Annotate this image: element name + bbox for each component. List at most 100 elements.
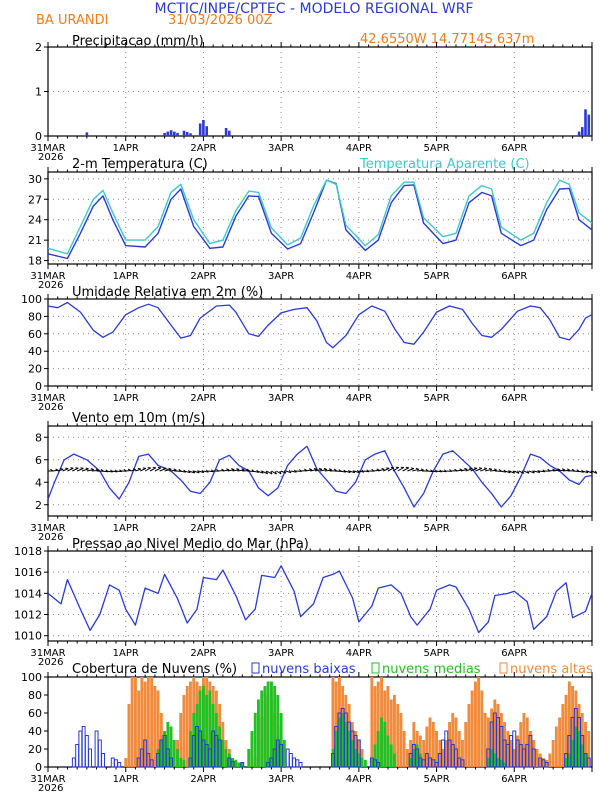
cloud-bar-nuvens-altas xyxy=(386,686,390,767)
wind-arrow xyxy=(271,470,277,475)
cloud-bar-nuvens-medias xyxy=(376,731,380,767)
cloud-bar-nuvens-altas xyxy=(580,713,584,767)
cloud-bar-nuvens-altas xyxy=(503,722,506,767)
wind-arrow xyxy=(484,468,493,472)
wind-arrow xyxy=(154,467,162,472)
wind-arrow xyxy=(65,467,69,470)
cloud-bar-nuvens-baixas xyxy=(217,739,222,768)
wind-arrow xyxy=(557,469,565,472)
cloud-bar-nuvens-baixas xyxy=(586,757,591,768)
wind-arrow xyxy=(290,470,297,473)
x-tick-label: 5APR xyxy=(423,143,449,154)
cloud-bar-nuvens-medias xyxy=(253,713,257,767)
wind-arrow xyxy=(561,468,566,471)
cloud-bar-nuvens-altas xyxy=(448,722,451,767)
cloud-bar-nuvens-altas xyxy=(134,677,137,767)
wind-arrow xyxy=(279,470,282,475)
cloud-bar-nuvens-medias xyxy=(192,713,196,767)
x-tick-label: 1APR xyxy=(113,393,139,404)
precip-bar xyxy=(577,131,581,136)
y-tick-label: 0 xyxy=(35,130,42,143)
cloud-bar-nuvens-medias xyxy=(360,758,364,767)
wind-arrow xyxy=(392,467,400,472)
wind-arrow xyxy=(274,471,277,475)
x-tick-label: 6APR xyxy=(501,648,527,659)
cloud-bar-nuvens-medias xyxy=(577,731,581,767)
cloud-bar-nuvens-altas xyxy=(567,681,571,767)
wind-arrow xyxy=(256,470,264,474)
cloud-legend: nuvens baixas nuvens medias nuvens altas xyxy=(251,662,593,677)
cloud-bar-nuvens-altas xyxy=(554,726,558,767)
cloud-bar-nuvens-altas xyxy=(571,686,574,767)
cloud-bar-nuvens-medias xyxy=(503,762,506,767)
wind-arrow xyxy=(361,469,365,473)
cloud-bar-nuvens-altas xyxy=(506,731,510,767)
wind-arrow xyxy=(293,469,297,473)
cloud-bar-nuvens-baixas xyxy=(114,759,118,768)
cloud-bar-nuvens-altas xyxy=(499,713,503,767)
cloud-bar-nuvens-medias xyxy=(176,749,179,767)
y-tick-label: 1016 xyxy=(14,566,42,579)
cloud-bar-nuvens-baixas xyxy=(81,726,86,768)
precip-bar xyxy=(224,128,228,136)
wind-arrow xyxy=(251,470,259,473)
wind-arrow xyxy=(313,467,318,470)
precip-frame xyxy=(47,46,593,137)
wind-arrow xyxy=(319,469,327,472)
wind-arrow xyxy=(528,470,535,474)
wind-arrow xyxy=(585,470,589,474)
wind-arrow xyxy=(324,469,332,472)
cloud-bar-nuvens-baixas xyxy=(460,759,465,768)
precip-bar xyxy=(185,132,189,136)
y-tick-label: 1014 xyxy=(14,587,42,600)
wind-arrow xyxy=(412,468,419,472)
x-tick-label: 6APR xyxy=(501,271,527,282)
wind-arrow xyxy=(594,470,598,474)
cloud-bar-nuvens-medias xyxy=(574,726,578,767)
x-tick-label: 4APR xyxy=(346,393,372,404)
x-tick-label: 2APR xyxy=(190,774,216,785)
cloud-bar-nuvens-altas xyxy=(140,677,144,767)
cloud-bar-nuvens-medias xyxy=(415,744,419,767)
x-tick-label: 3APR xyxy=(268,271,294,282)
x-tick-label: 6APR xyxy=(501,774,527,785)
precip-bar xyxy=(228,130,231,136)
cloud-bar-nuvens-baixas xyxy=(240,762,245,768)
x-tick-label: 5APR xyxy=(423,774,449,785)
wind-arrow xyxy=(111,470,118,473)
wind-arrow xyxy=(373,469,380,472)
clouds-title: Cobertura de Nuvens (%) xyxy=(72,662,237,677)
x-tick-label: 4APR xyxy=(346,523,372,534)
cloud-bar-nuvens-altas xyxy=(584,722,587,767)
wind-arrow xyxy=(552,468,556,471)
wind-arrow xyxy=(533,470,540,473)
cloud-bar-nuvens-altas xyxy=(124,758,128,767)
wind-arrow xyxy=(137,467,141,470)
wind-arrow xyxy=(523,470,530,474)
precip-bar xyxy=(85,132,89,136)
cloud-bar-nuvens-medias xyxy=(380,717,383,767)
cloud-bar-nuvens-medias xyxy=(383,722,387,767)
wind-arrow xyxy=(237,469,245,472)
wind-arrow xyxy=(75,467,79,469)
wind-arrow xyxy=(106,470,113,473)
cloud-bar-nuvens-altas xyxy=(474,681,477,767)
humidity-panel: 0 20 40 60 80 100 31MAR 1APR 2APR 3APR 4APR 5APR 6AP… xyxy=(21,285,593,413)
cloud-bar-nuvens-altas xyxy=(130,677,134,767)
y-tick-label: 30 xyxy=(28,173,42,186)
cloud-bar-nuvens-altas xyxy=(457,731,461,767)
pressure-panel: 1010 1012 1014 1016 1018 31MAR 1APR 2APR 3APR 4AP… xyxy=(14,537,593,668)
cloud-bar-nuvens-altas xyxy=(185,686,189,767)
wind-arrow xyxy=(140,467,147,472)
wind-arrow xyxy=(159,467,167,472)
precip-bar xyxy=(581,127,584,136)
cloud-bar-nuvens-baixas xyxy=(292,757,297,768)
precip-dot-grid xyxy=(48,47,592,136)
cloud-bar-nuvens-altas xyxy=(370,677,374,767)
cloud-bar-nuvens-baixas xyxy=(580,735,585,768)
cloud-bar-nuvens-medias xyxy=(250,731,254,767)
cloud-bar-nuvens-altas xyxy=(422,740,426,767)
wind-arrow xyxy=(538,470,546,473)
wind-arrow xyxy=(206,469,209,473)
wind-arrow xyxy=(415,467,419,470)
